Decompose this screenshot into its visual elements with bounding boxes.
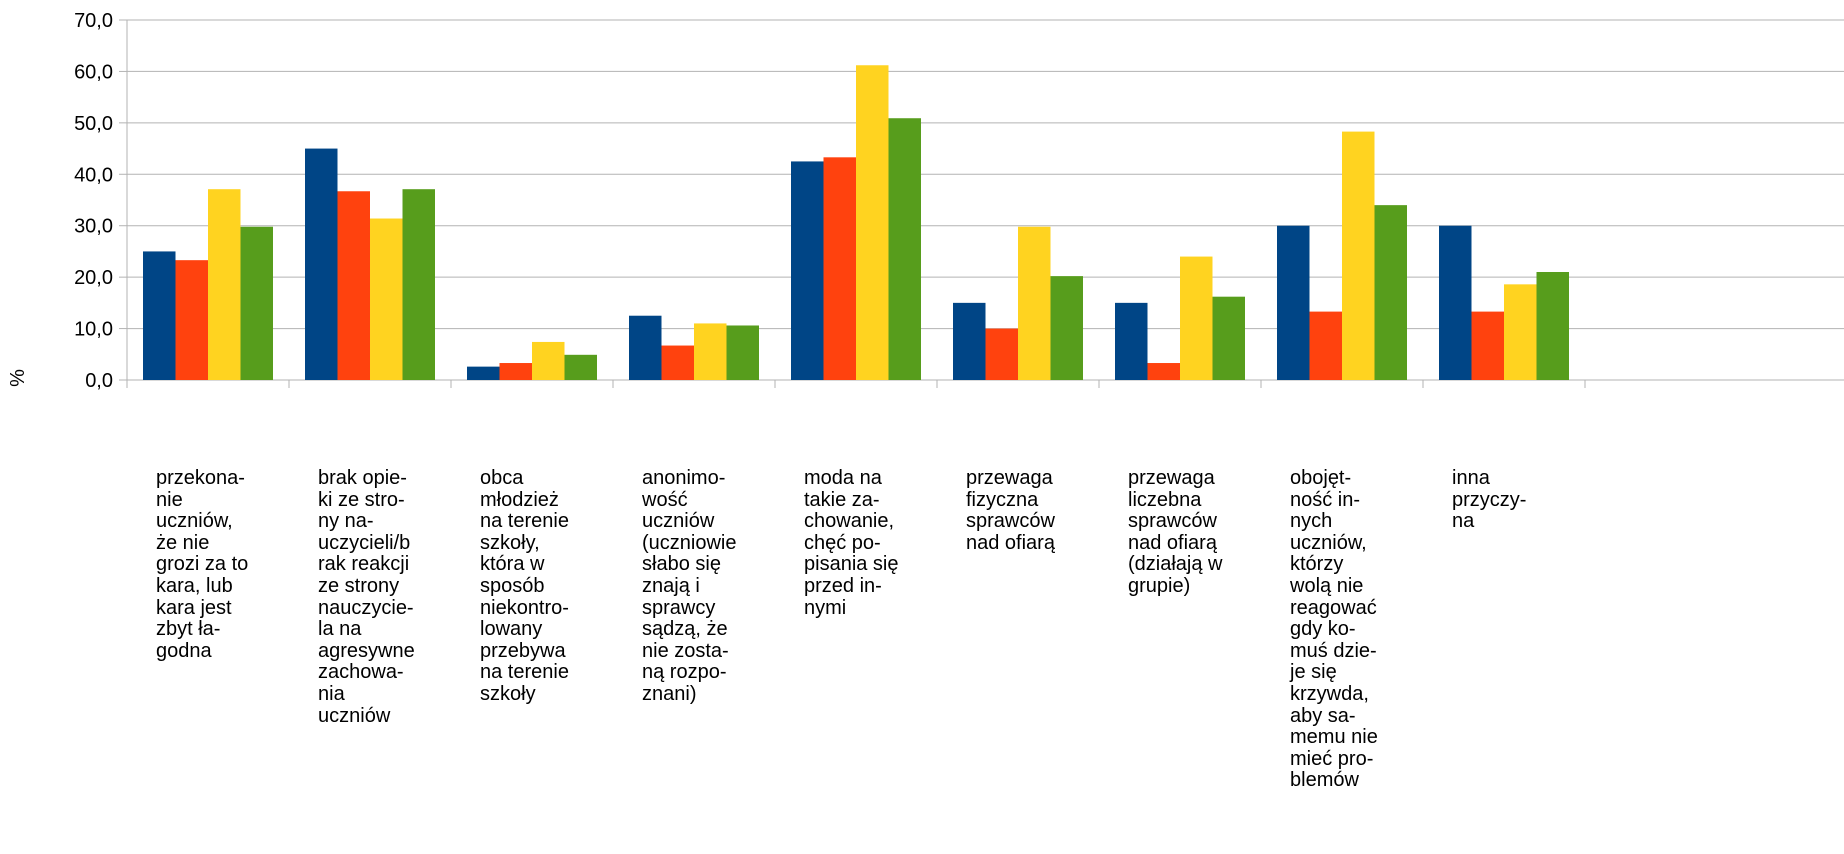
bar [1536, 272, 1569, 380]
y-tick-labels: 0,0 10,0 20,0 30,0 40,0 50,0 60,0 70,0 [74, 10, 113, 392]
bar [791, 161, 824, 380]
x-category-label: przewaga fizyczna sprawców nad ofiarą [966, 467, 1055, 554]
bar [1374, 205, 1407, 380]
bar [823, 157, 856, 380]
y-tick-label: 0,0 [85, 370, 113, 392]
bar [499, 363, 532, 380]
x-category-label: inna przyczy- na [1452, 467, 1527, 533]
bar [1504, 284, 1537, 380]
bar [953, 302, 986, 380]
bar [629, 315, 662, 380]
y-tick-label: 70,0 [74, 10, 113, 32]
bar [726, 325, 759, 380]
bar [1018, 226, 1051, 380]
bar [1309, 311, 1342, 380]
x-category-label: anonimo- wość uczniów (uczniowie słabo s… [642, 467, 737, 705]
bar [305, 148, 338, 380]
bar [661, 345, 694, 380]
y-tick-label: 20,0 [74, 267, 113, 289]
bar [694, 323, 727, 380]
bar [1147, 363, 1180, 380]
bar [1342, 131, 1375, 380]
y-axis-label: % [7, 369, 29, 387]
y-tick-label: 50,0 [74, 113, 113, 135]
bar [467, 366, 500, 380]
x-category-label: moda na takie za- chowanie, chęć po- pis… [804, 467, 899, 619]
bar [1277, 225, 1310, 380]
x-category-label: brak opie- ki ze stro- ny na- uczycieli/… [318, 467, 415, 727]
bar [856, 65, 889, 380]
x-category-label: przewaga liczebna sprawców nad ofiarą (d… [1128, 467, 1223, 597]
bar [532, 341, 565, 380]
bar [1212, 296, 1245, 380]
x-category-label: przekona- nie uczniów, że nie grozi za t… [156, 467, 249, 662]
y-tick-label: 40,0 [74, 164, 113, 186]
y-tick-label: 30,0 [74, 216, 113, 238]
bar [1471, 311, 1504, 380]
bar [240, 226, 273, 380]
bar [370, 218, 403, 380]
bars [143, 65, 1569, 380]
bar [143, 251, 176, 380]
x-category-label: obojęt- ność in- nych uczniów, którzy wo… [1290, 467, 1378, 792]
bar [564, 354, 597, 380]
x-category-label: obca młodzież na terenie szkoły, która w… [480, 467, 569, 705]
y-tick-label: 60,0 [74, 61, 113, 83]
bar [337, 191, 370, 380]
y-tick-label: 10,0 [74, 319, 113, 341]
bar [1115, 302, 1148, 380]
bar [1439, 225, 1472, 380]
axes [119, 19, 1586, 388]
bar [1050, 276, 1083, 380]
bar [175, 260, 208, 380]
bar [985, 328, 1018, 380]
bar [888, 118, 921, 380]
bar [208, 189, 241, 380]
bar [1180, 256, 1213, 380]
bar [402, 189, 435, 380]
